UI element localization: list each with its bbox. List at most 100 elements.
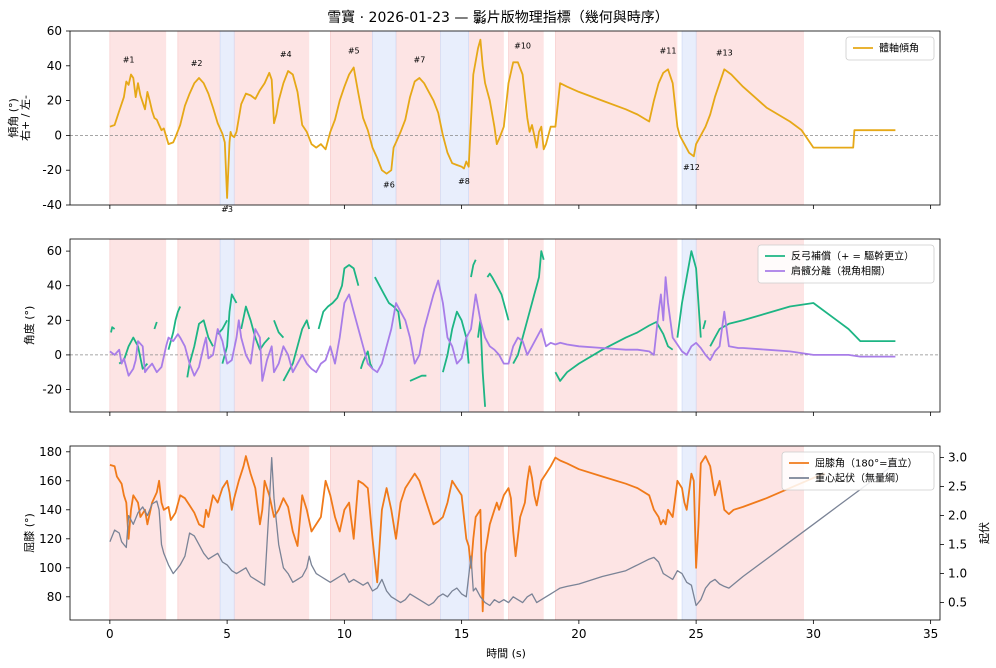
turn-band	[234, 239, 310, 412]
y-axis-label-line: 傾角 (°)	[6, 98, 20, 138]
y-tick-label: 60	[47, 24, 62, 38]
turn-band	[555, 446, 678, 620]
y-tick-label: 60	[47, 244, 62, 258]
series-line-1-seg-9	[273, 319, 285, 339]
turn-annotation: #4	[280, 50, 292, 59]
turn-annotation: #2	[191, 59, 203, 68]
series-line-2	[109, 276, 896, 382]
legend-label: 反弓補償（+ = 驅幹更立）	[791, 250, 914, 263]
y-tick-label: 40	[47, 279, 62, 293]
y-right-tick-label: 1.5	[948, 538, 967, 552]
legend-box	[757, 244, 935, 284]
turn-annotation: #11	[660, 47, 677, 56]
turn-annotation: #9	[474, 17, 486, 26]
turn-annotation: #3	[221, 205, 233, 214]
y-tick-label: 20	[47, 94, 62, 108]
series-line-1-seg-19	[512, 250, 545, 365]
turn-band	[330, 239, 373, 412]
legend: 體軸傾角	[845, 36, 935, 61]
legend: 反弓補償（+ = 驅幹更立） 肩髖分離（視角相關）	[757, 244, 935, 284]
turn-band	[468, 31, 504, 205]
series-line-1-seg-8	[240, 305, 270, 351]
x-tick-label: 15	[454, 627, 469, 641]
y-ticks: -40 -20 0 20 40 60	[42, 24, 70, 212]
transition-band	[682, 446, 697, 620]
panels-group: #1 #2 #3 #4 #5 #6 #7 #8 #9 #10 #11 #12 #13 -40 -20 0 20 4…	[6, 17, 991, 641]
series-line-1-seg-23	[709, 302, 896, 347]
y-right-tick-label: 2.0	[948, 509, 967, 523]
legend-label: 體軸傾角	[879, 42, 919, 55]
turn-band	[395, 31, 441, 205]
transition-band	[220, 239, 235, 412]
x-tick-label: 30	[806, 627, 821, 641]
turn-band	[234, 446, 310, 620]
transition-band	[220, 446, 235, 620]
y-tick-label: 120	[39, 532, 62, 546]
legend-label: 肩髖分離（視角相關）	[791, 265, 891, 278]
series-line-1-seg-20	[554, 321, 674, 382]
transition-band	[372, 31, 396, 205]
turn-annotation: #5	[348, 47, 360, 56]
x-axis-label: 時間 (s)	[486, 647, 526, 660]
event-bands	[109, 239, 804, 412]
x-ticks	[109, 205, 932, 209]
series-line-1-seg-14	[409, 374, 427, 382]
y-tick-label: -20	[42, 383, 62, 397]
y-right-tick-label: 0.5	[948, 596, 967, 610]
y-axis-label: 角度 (°)	[22, 306, 36, 346]
series-line-2	[109, 456, 896, 607]
y-axis-label: 屈膝 (°)	[23, 513, 36, 553]
transition-band	[440, 31, 469, 205]
series-group	[109, 250, 896, 407]
series-group	[109, 38, 896, 199]
legend-label: 重心起伏（無量綱）	[815, 472, 905, 485]
turn-band	[177, 446, 221, 620]
turn-band	[109, 31, 167, 205]
y-right-tick-label: 3.0	[948, 451, 967, 465]
transition-band	[220, 31, 235, 205]
turn-annotation: #1	[123, 55, 135, 64]
turn-band	[395, 239, 441, 412]
turn-annotation: #10	[514, 41, 531, 50]
series-line-1-seg-21	[676, 250, 702, 338]
y-tick-label: -20	[42, 163, 62, 177]
y-ticks: 80 100 120 140 160 180	[39, 445, 70, 604]
y-right-axis-label: 起伏	[977, 522, 991, 544]
x-tick-label: 10	[337, 627, 352, 641]
series-line-1-seg-1	[110, 326, 116, 333]
x-tick-label: 25	[688, 627, 703, 641]
x-ticks: 0 5 10 15 20 25 30 35	[106, 620, 938, 641]
turn-annotation: #7	[414, 55, 426, 64]
legend: 屈膝角（180°=直立） 重心起伏（無量綱）	[781, 451, 935, 491]
series-line-1-seg-12	[359, 350, 374, 370]
legend-box	[845, 36, 935, 61]
transition-band	[682, 31, 697, 205]
event-bands	[109, 31, 804, 205]
plot-frame	[69, 445, 941, 621]
turn-band	[508, 31, 544, 205]
panel-1: #1 #2 #3 #4 #5 #6 #7 #8 #9 #10 #11 #12 #13 -40 -20 0 20 4…	[6, 17, 941, 214]
plot-frame	[69, 238, 941, 413]
series-group	[109, 455, 896, 613]
x-tick-label: 20	[571, 627, 586, 641]
y-tick-label: 0	[54, 128, 62, 142]
y-axis-label: 傾角 (°) 右+ / 左-	[6, 95, 32, 141]
x-tick-label: 0	[106, 627, 114, 641]
series-line-1-seg-13	[374, 276, 402, 330]
transition-band	[372, 446, 396, 620]
y-tick-label: 20	[47, 313, 62, 327]
series-line-1	[109, 455, 826, 613]
turn-band	[395, 446, 441, 620]
y-tick-label: 100	[39, 561, 62, 575]
y-tick-label: 180	[39, 445, 62, 459]
y-right-tick-label: 1.0	[948, 567, 967, 581]
series-line-1-seg-16	[470, 259, 477, 278]
turn-band	[109, 239, 167, 412]
y-ticks-right: 0.5 1.0 1.5 2.0 2.5 3.0	[940, 451, 967, 610]
y-tick-label: 80	[47, 590, 62, 604]
series-line-1-seg-10	[282, 319, 311, 382]
x-ticks	[109, 412, 932, 416]
series-line-1	[109, 38, 896, 199]
series-line-1-seg-18	[486, 272, 510, 321]
series-line-1-seg-22	[702, 320, 707, 330]
